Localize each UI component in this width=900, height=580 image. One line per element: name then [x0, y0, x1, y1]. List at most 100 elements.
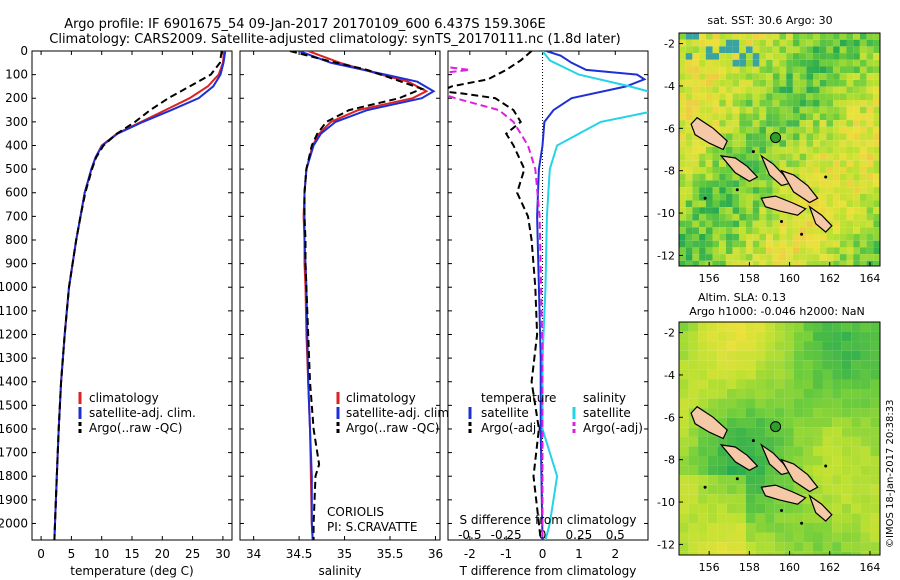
map-cell — [792, 260, 800, 266]
map-x-tick-label: 156 — [699, 272, 720, 285]
map-cell — [873, 33, 880, 40]
map-cell — [813, 523, 823, 533]
map-cell — [746, 532, 756, 543]
map-cell — [719, 33, 726, 40]
map-cell — [688, 484, 699, 495]
map-cell — [866, 126, 874, 134]
map-cell — [851, 436, 861, 447]
map-cell — [685, 247, 693, 255]
map-cell — [705, 100, 713, 107]
map-cell — [746, 551, 756, 555]
map-cell — [725, 207, 733, 214]
islet — [735, 477, 739, 481]
difference-legend: temperature salinity satellite Argo(-adj… — [468, 391, 643, 435]
map-cell — [732, 86, 740, 94]
map-cell — [873, 93, 880, 100]
map-cell — [774, 408, 785, 418]
map-cell — [746, 484, 756, 495]
map-cell — [698, 436, 708, 447]
map-cell — [752, 120, 760, 127]
map-cell — [705, 106, 713, 114]
map-cell — [772, 86, 780, 94]
map-cell — [870, 532, 880, 543]
map-cell — [725, 106, 733, 114]
map-cell — [873, 126, 880, 134]
map-cell — [799, 59, 807, 67]
map-cell — [726, 494, 737, 504]
map-cell — [698, 350, 708, 361]
map-cell — [833, 93, 840, 100]
map-cell — [859, 193, 867, 201]
map-cell — [841, 427, 852, 437]
map-cell — [860, 398, 871, 409]
map-cell — [712, 120, 720, 127]
map-cell — [779, 227, 787, 234]
map-cell — [873, 133, 880, 141]
map-cell — [819, 39, 827, 47]
map-cell — [784, 456, 794, 466]
map-cell — [822, 446, 833, 456]
map-cell — [739, 247, 746, 255]
map-cell — [793, 456, 804, 466]
map-cell — [860, 494, 871, 504]
map-cell — [679, 551, 689, 555]
map-cell — [692, 247, 700, 255]
map-cell — [736, 551, 746, 555]
map-cell — [759, 146, 767, 154]
map-cell — [772, 234, 780, 241]
map-cell — [725, 120, 733, 127]
map-cell — [732, 187, 740, 194]
map-cell — [833, 160, 840, 167]
map-cell — [739, 66, 746, 74]
map-cell — [712, 106, 720, 114]
map-cell — [732, 133, 740, 141]
map-cell — [739, 100, 746, 107]
map-cell — [813, 456, 823, 466]
islet — [824, 175, 828, 179]
map-cell — [699, 86, 706, 94]
map-cell — [822, 322, 833, 332]
map-cell — [774, 389, 785, 399]
map-cell — [707, 532, 718, 543]
map-cell — [707, 503, 718, 514]
map-cell — [803, 551, 813, 555]
map-cell — [765, 475, 775, 485]
map-cell — [866, 220, 874, 228]
map-cell — [846, 160, 854, 167]
map-cell — [870, 331, 880, 342]
map-cell — [698, 360, 708, 370]
map-cell — [839, 93, 847, 100]
map-cell — [793, 503, 804, 514]
map-cell — [806, 39, 813, 47]
map-cell — [806, 167, 813, 174]
map-cell — [698, 456, 708, 466]
map-cell — [732, 146, 740, 154]
map-cell — [859, 247, 867, 255]
s-tick-label: 0.5 — [606, 528, 625, 542]
map-cell — [732, 200, 740, 208]
map-cell — [806, 120, 813, 127]
map-cell — [866, 46, 874, 54]
map-cell — [725, 59, 733, 67]
map-cell — [851, 446, 861, 456]
map-cell — [746, 331, 756, 342]
map-cell — [859, 100, 867, 107]
map-cell — [752, 39, 760, 47]
map-cell — [819, 187, 827, 194]
map-cell — [765, 417, 775, 428]
map-cell — [772, 66, 780, 74]
map-cell — [759, 213, 767, 221]
map-cell — [726, 408, 737, 418]
map-cell — [752, 140, 760, 147]
map-cell — [726, 350, 737, 361]
map-cell — [699, 153, 706, 161]
map-cell — [699, 247, 706, 255]
map-cell — [725, 93, 733, 100]
map-cell — [813, 322, 823, 332]
map-cell — [832, 408, 842, 418]
map-cell — [859, 140, 867, 147]
map-cell — [846, 213, 854, 221]
map-cell — [806, 86, 813, 94]
map-cell — [841, 331, 852, 342]
map-cell — [692, 146, 700, 154]
